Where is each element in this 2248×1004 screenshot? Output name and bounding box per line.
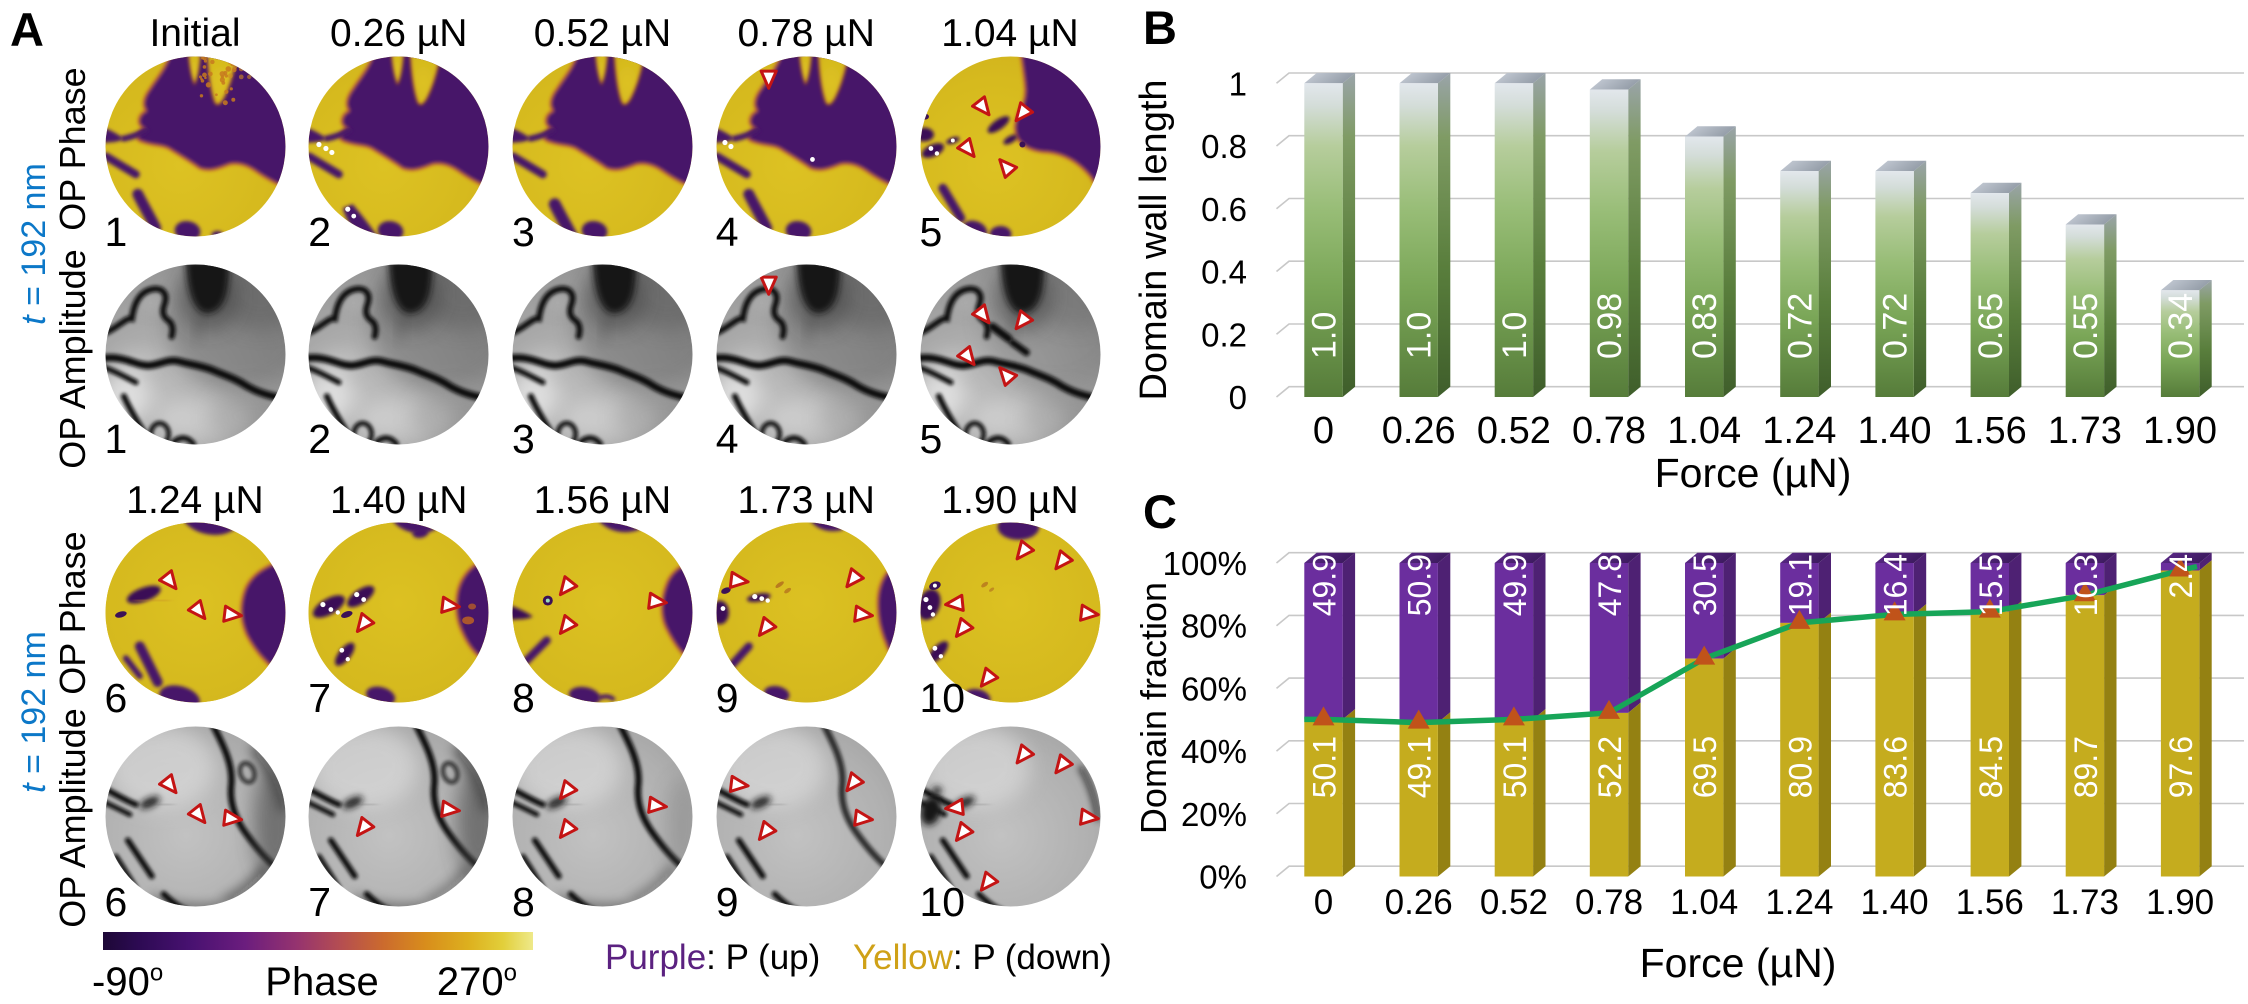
svg-text:1.0: 1.0 [1306, 312, 1344, 359]
svg-text:0.98: 0.98 [1591, 293, 1629, 359]
svg-text:0: 0 [1229, 379, 1247, 416]
svg-text:60%: 60% [1181, 670, 1247, 707]
svg-text:1.90: 1.90 [2143, 410, 2217, 452]
svg-text:1.0: 1.0 [1496, 312, 1534, 359]
svg-text:15.5: 15.5 [1973, 554, 2009, 616]
svg-text:1: 1 [1229, 65, 1247, 102]
svg-text:1.24: 1.24 [1762, 410, 1836, 452]
svg-text:1.56: 1.56 [1953, 410, 2027, 452]
svg-text:49.9: 49.9 [1497, 554, 1533, 616]
svg-text:40%: 40% [1181, 733, 1247, 770]
svg-text:0: 0 [1313, 410, 1334, 452]
svg-text:1.04: 1.04 [1667, 410, 1741, 452]
svg-text:47.8: 47.8 [1592, 554, 1628, 616]
svg-text:1.73: 1.73 [2051, 883, 2119, 922]
svg-text:1.40: 1.40 [1858, 410, 1932, 452]
svg-text:0.55: 0.55 [2067, 293, 2105, 359]
svg-text:0%: 0% [1199, 859, 1247, 896]
svg-text:97.6: 97.6 [2163, 736, 2199, 798]
svg-text:Force (µN): Force (µN) [1640, 940, 1837, 986]
svg-text:100%: 100% [1163, 545, 1247, 582]
svg-text:20%: 20% [1181, 796, 1247, 833]
svg-text:1.0: 1.0 [1401, 312, 1439, 359]
svg-text:0.34: 0.34 [2162, 293, 2200, 359]
svg-text:0.6: 0.6 [1201, 191, 1247, 228]
svg-text:50.9: 50.9 [1402, 554, 1438, 616]
svg-text:0.2: 0.2 [1201, 316, 1247, 353]
svg-text:69.5: 69.5 [1687, 736, 1723, 798]
svg-text:16.4: 16.4 [1878, 554, 1914, 616]
svg-text:C: C [1143, 485, 1177, 538]
svg-text:0: 0 [1314, 883, 1333, 922]
svg-text:0.8: 0.8 [1201, 128, 1247, 165]
svg-text:0.78: 0.78 [1575, 883, 1643, 922]
svg-text:0.4: 0.4 [1201, 254, 1247, 291]
svg-text:0.65: 0.65 [1972, 293, 2010, 359]
svg-text:0.26: 0.26 [1382, 410, 1456, 452]
svg-text:0.83: 0.83 [1686, 293, 1724, 359]
svg-text:83.6: 83.6 [1878, 736, 1914, 798]
svg-text:10.3: 10.3 [2068, 554, 2104, 616]
svg-text:80.9: 80.9 [1782, 736, 1818, 798]
svg-text:1.90: 1.90 [2146, 883, 2214, 922]
svg-text:2.4: 2.4 [2163, 554, 2199, 598]
svg-text:1.40: 1.40 [1861, 883, 1929, 922]
svg-text:0.52: 0.52 [1480, 883, 1548, 922]
svg-text:1.56: 1.56 [1956, 883, 2024, 922]
svg-text:0.52: 0.52 [1477, 410, 1551, 452]
svg-text:Domain wall length: Domain wall length [1133, 79, 1175, 400]
svg-text:49.9: 49.9 [1307, 554, 1343, 616]
svg-text:0.72: 0.72 [1877, 293, 1915, 359]
svg-text:80%: 80% [1181, 608, 1247, 645]
svg-text:50.1: 50.1 [1497, 736, 1533, 798]
svg-text:0.78: 0.78 [1572, 410, 1646, 452]
svg-text:84.5: 84.5 [1973, 736, 2009, 798]
svg-text:49.1: 49.1 [1402, 736, 1438, 798]
svg-text:1.73: 1.73 [2048, 410, 2122, 452]
svg-text:50.1: 50.1 [1307, 736, 1343, 798]
svg-text:30.5: 30.5 [1687, 554, 1723, 616]
svg-text:0.72: 0.72 [1781, 293, 1819, 359]
svg-text:B: B [1143, 1, 1177, 54]
svg-text:19.1: 19.1 [1782, 554, 1818, 616]
svg-text:Domain fraction: Domain fraction [1133, 582, 1174, 834]
svg-text:Force (µN): Force (µN) [1655, 450, 1852, 496]
svg-text:0.26: 0.26 [1385, 883, 1453, 922]
svg-text:89.7: 89.7 [2068, 736, 2104, 798]
svg-text:1.04: 1.04 [1670, 883, 1738, 922]
svg-text:52.2: 52.2 [1592, 736, 1628, 798]
svg-text:1.24: 1.24 [1765, 883, 1833, 922]
